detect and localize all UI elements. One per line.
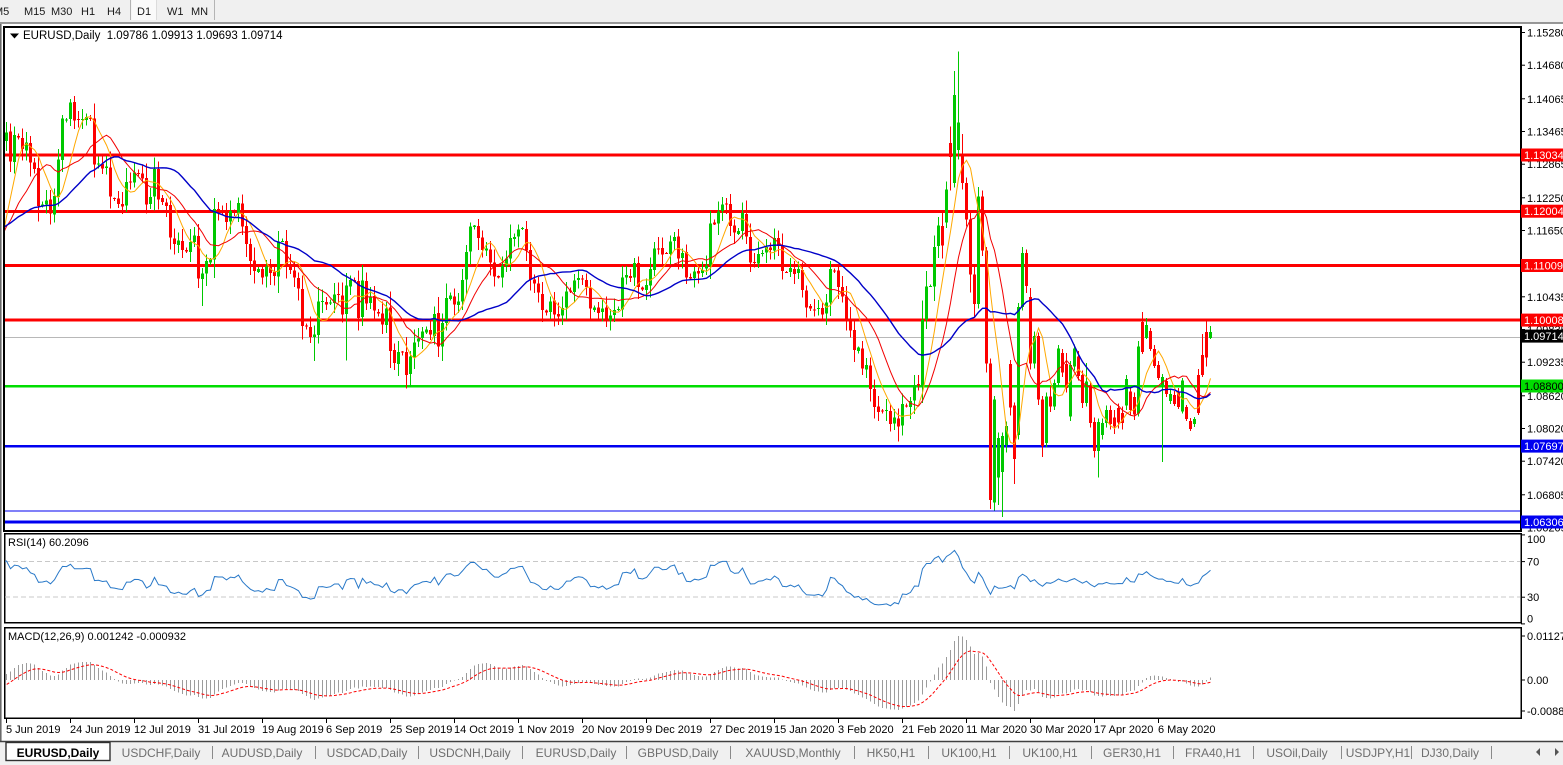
svg-text:0: 0 [1527,614,1533,626]
svg-text:24 Jun 2019: 24 Jun 2019 [70,724,131,736]
svg-text:11 Mar 2020: 11 Mar 2020 [966,724,1027,736]
svg-text:UK100,H1: UK100,H1 [1022,746,1078,760]
svg-text:70: 70 [1527,557,1539,569]
svg-text:M5: M5 [0,6,9,18]
svg-text:5 Jun 2019: 5 Jun 2019 [6,724,60,736]
svg-text:1.12004: 1.12004 [1524,206,1563,218]
svg-text:MN: MN [191,6,208,18]
svg-text:9 Dec 2019: 9 Dec 2019 [646,724,702,736]
svg-text:20 Nov 2019: 20 Nov 2019 [582,724,644,736]
svg-text:UK100,H1: UK100,H1 [941,746,997,760]
svg-text:1.06306: 1.06306 [1524,517,1563,529]
svg-text:1.07697: 1.07697 [1524,441,1563,453]
svg-text:3 Feb 2020: 3 Feb 2020 [838,724,894,736]
svg-text:1.08800: 1.08800 [1524,381,1563,393]
svg-text:6 Sep 2019: 6 Sep 2019 [326,724,382,736]
svg-text:1.10435: 1.10435 [1527,292,1563,304]
svg-text:6 May 2020: 6 May 2020 [1158,724,1215,736]
svg-text:1.08620: 1.08620 [1527,391,1563,403]
svg-text:31 Jul 2019: 31 Jul 2019 [198,724,255,736]
svg-text:USDCAD,Daily: USDCAD,Daily [327,746,408,760]
svg-text:1.06805: 1.06805 [1527,490,1563,502]
svg-text:15 Jan 2020: 15 Jan 2020 [774,724,835,736]
svg-text:MACD(12,26,9) 0.001242 -0.0009: MACD(12,26,9) 0.001242 -0.000932 [8,631,186,643]
svg-text:GBPUSD,Daily: GBPUSD,Daily [638,746,719,760]
svg-text:1 Nov 2019: 1 Nov 2019 [518,724,574,736]
svg-text:EURUSD,Daily 1.09786 1.09913: EURUSD,Daily 1.09786 1.09913 1.09693 1.0… [23,30,283,42]
svg-text:0.00: 0.00 [1527,675,1548,687]
svg-text:-0.0088450: -0.0088450 [1527,706,1563,718]
svg-text:GER30,H1: GER30,H1 [1103,746,1161,760]
svg-text:1.11650: 1.11650 [1527,226,1563,238]
svg-text:100: 100 [1527,534,1545,546]
svg-text:H4: H4 [107,6,121,18]
svg-text:12 Jul 2019: 12 Jul 2019 [134,724,191,736]
svg-text:0.0112770: 0.0112770 [1527,631,1563,643]
svg-text:1.07420: 1.07420 [1527,456,1563,468]
svg-text:1.12250: 1.12250 [1527,193,1563,205]
svg-text:1.08020: 1.08020 [1527,424,1563,436]
svg-text:1.11009: 1.11009 [1524,261,1563,273]
svg-text:AUDUSD,Daily: AUDUSD,Daily [222,746,303,760]
svg-text:W1: W1 [167,6,184,18]
svg-text:19 Aug 2019: 19 Aug 2019 [262,724,324,736]
svg-text:1.13465: 1.13465 [1527,127,1563,139]
svg-text:1.10008: 1.10008 [1524,315,1563,327]
svg-text:USOil,Daily: USOil,Daily [1266,746,1327,760]
svg-text:XAUUSD,Monthly: XAUUSD,Monthly [745,746,840,760]
svg-text:1.14680: 1.14680 [1527,60,1563,72]
svg-text:1.09714: 1.09714 [1524,331,1563,343]
svg-text:1.12865: 1.12865 [1527,159,1563,171]
svg-text:1.15280: 1.15280 [1527,28,1563,40]
svg-text:EURUSD,Daily: EURUSD,Daily [17,746,100,760]
svg-text:1.13034: 1.13034 [1524,150,1563,162]
svg-text:USDCNH,Daily: USDCNH,Daily [429,746,510,760]
svg-text:1.09235: 1.09235 [1527,357,1563,369]
svg-text:USDJPY,H1: USDJPY,H1 [1346,746,1411,760]
svg-text:M15: M15 [24,6,45,18]
svg-text:EURUSD,Daily: EURUSD,Daily [536,746,617,760]
svg-text:HK50,H1: HK50,H1 [867,746,916,760]
svg-text:14 Oct 2019: 14 Oct 2019 [454,724,514,736]
svg-text:25 Sep 2019: 25 Sep 2019 [390,724,452,736]
svg-text:H1: H1 [81,6,95,18]
svg-text:30 Mar 2020: 30 Mar 2020 [1030,724,1092,736]
svg-text:17 Apr 2020: 17 Apr 2020 [1094,724,1153,736]
svg-text:USDCHF,Daily: USDCHF,Daily [122,746,201,760]
svg-text:DJ30,Daily: DJ30,Daily [1421,746,1479,760]
svg-text:27 Dec 2019: 27 Dec 2019 [710,724,772,736]
svg-text:D1: D1 [137,6,151,18]
svg-text:30: 30 [1527,592,1539,604]
svg-text:M30: M30 [51,6,72,18]
svg-text:1.14065: 1.14065 [1527,94,1563,106]
svg-text:21 Feb 2020: 21 Feb 2020 [902,724,964,736]
svg-text:FRA40,H1: FRA40,H1 [1185,746,1241,760]
svg-text:RSI(14) 60.2096: RSI(14) 60.2096 [8,537,89,549]
